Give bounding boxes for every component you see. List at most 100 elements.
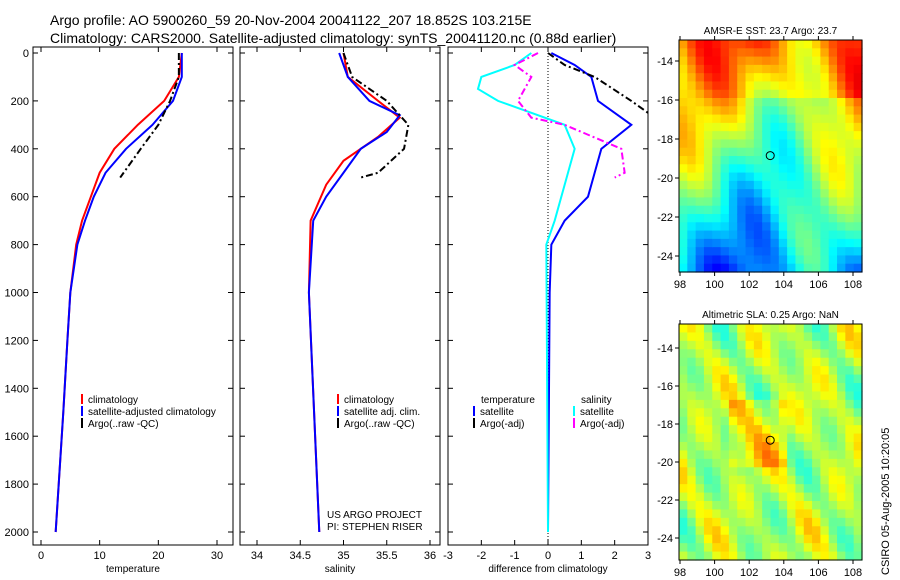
heatmap-cell [828, 340, 838, 350]
heatmap-cell [712, 349, 722, 359]
heatmap-cell [695, 492, 705, 502]
heatmap-cell [679, 263, 688, 273]
heatmap-cell [737, 383, 747, 393]
heatmap-cell [703, 197, 713, 207]
heatmap-cell [695, 205, 705, 215]
heatmap-cell [837, 340, 846, 350]
heatmap-cell [703, 64, 713, 74]
heatmap-cell [703, 40, 713, 49]
heatmap-cell [753, 442, 763, 452]
heatmap-cell [687, 147, 697, 157]
heatmap-cell [837, 349, 846, 359]
heatmap-cell [837, 172, 846, 182]
heatmap-cell [845, 64, 855, 74]
heatmap-cell [778, 332, 788, 342]
heatmap-cell [720, 263, 730, 273]
heatmap-cell [679, 517, 688, 527]
heatmap-cell [795, 484, 805, 494]
heatmap-cell [695, 238, 705, 248]
heatmap-cell [803, 156, 813, 165]
heatmap-cell [845, 89, 855, 99]
heatmap-cell [679, 458, 688, 468]
heatmap-cell [720, 332, 730, 342]
heatmap-cell [820, 484, 830, 494]
heatmap-cell [812, 416, 822, 426]
heatmap-cell [820, 189, 830, 199]
heatmap-cell [812, 450, 822, 460]
heatmap-cell [728, 131, 738, 141]
heatmap-cell [837, 442, 846, 452]
heatmap-cell [703, 551, 713, 561]
heatmap-cell [778, 164, 788, 174]
heatmap-cell [762, 214, 772, 223]
heatmap-cell [762, 501, 772, 511]
heatmap-cell [679, 48, 688, 58]
heatmap-cell [762, 56, 772, 66]
heatmap-cell [787, 374, 797, 384]
heatmap-cell [745, 139, 755, 149]
heatmap-cell [812, 425, 822, 435]
heatmap-cell [828, 425, 838, 435]
heatmap-cell [703, 543, 713, 553]
heatmap-cell [720, 383, 730, 393]
series-line-salinity-satellite [476, 52, 576, 533]
heatmap-cell [803, 164, 813, 174]
heatmap-cell [837, 89, 846, 99]
heatmap-cell [787, 156, 797, 165]
heatmap-cell [778, 517, 788, 527]
heatmap-cell [820, 255, 830, 265]
heatmap-cell [720, 526, 730, 536]
heatmap-cell [778, 340, 788, 350]
heatmap-cell [803, 458, 813, 468]
argo-float-position-marker [765, 435, 775, 445]
heatmap-cell [778, 501, 788, 511]
heatmap-cell [687, 509, 697, 519]
heatmap-cell [695, 408, 705, 418]
heatmap-cell [745, 263, 755, 273]
heatmap-cell [762, 442, 772, 452]
heatmap-cell [753, 458, 763, 468]
heatmap-cell [712, 73, 722, 83]
heatmap-cell [853, 214, 863, 223]
heatmap-cell [720, 40, 730, 49]
heatmap-cell [770, 247, 780, 257]
heatmap-cell [712, 147, 722, 157]
legend-label: Argo(..raw -QC) [88, 419, 159, 430]
series-line-climatology [307, 52, 402, 533]
heatmap-cell [762, 247, 772, 257]
heatmap-cell [812, 89, 822, 99]
heatmap-cell [803, 106, 813, 116]
heatmap-cell [737, 543, 747, 553]
heatmap-cell [728, 214, 738, 223]
heatmap-cell [703, 450, 713, 460]
heatmap-cell [845, 526, 855, 536]
heatmap-cell [679, 450, 688, 460]
heatmap-cell [695, 517, 705, 527]
heatmap-cell [853, 551, 863, 561]
heatmap-cell [820, 81, 830, 91]
heatmap-cell [787, 106, 797, 116]
heatmap-cell [812, 357, 822, 367]
heatmap-cell [778, 238, 788, 248]
heatmap-cell [753, 263, 763, 273]
heatmap-cell [737, 408, 747, 418]
heatmap-cell [853, 106, 863, 116]
heatmap-cell [778, 484, 788, 494]
heatmap-cell [712, 48, 722, 58]
heatmap-cell [728, 73, 738, 83]
heatmap-cell [778, 450, 788, 460]
heatmap-cell [762, 238, 772, 248]
heatmap-cell [812, 197, 822, 207]
figure-title-line2: Climatology: CARS2000. Satellite-adjuste… [50, 30, 617, 46]
heatmap-cell [703, 247, 713, 257]
heatmap-cell [828, 442, 838, 452]
heatmap-cell [762, 172, 772, 182]
heatmap-cell [787, 433, 797, 443]
heatmap-cell [770, 526, 780, 536]
heatmap-cell [795, 442, 805, 452]
heatmap-cell [737, 263, 747, 273]
heatmap-cell [728, 383, 738, 393]
heatmap-cell [695, 197, 705, 207]
heatmap-cell [753, 534, 763, 544]
heatmap-cell [853, 357, 863, 367]
